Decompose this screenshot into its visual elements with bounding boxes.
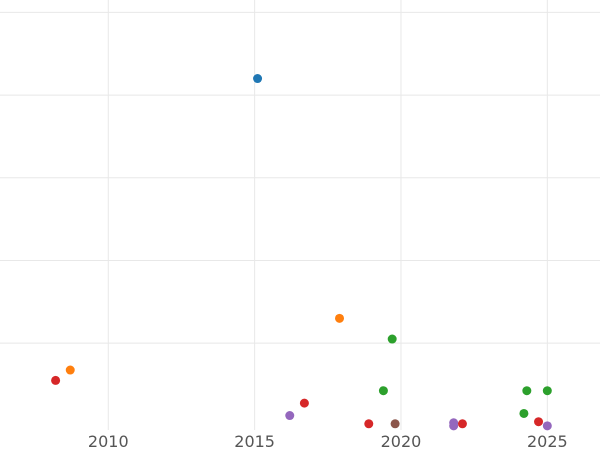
data-point [449, 421, 459, 431]
data-point [390, 419, 400, 429]
data-point [542, 421, 552, 431]
data-point [534, 417, 544, 427]
x-tick-labels: 2010 2015 2020 2025 [88, 432, 568, 450]
x-tick-label: 2020 [381, 432, 422, 450]
data-point [253, 74, 263, 84]
data-point [542, 386, 552, 396]
data-point [457, 419, 467, 429]
data-point [519, 408, 529, 418]
grid-layer [0, 0, 600, 430]
points-layer [51, 74, 552, 431]
x-tick-label: 2010 [88, 432, 129, 450]
data-point [299, 398, 309, 408]
data-point [335, 313, 345, 323]
data-point [51, 375, 61, 385]
data-point [364, 419, 374, 429]
data-point [522, 386, 532, 396]
data-point [387, 334, 397, 344]
x-tick-label: 2025 [527, 432, 568, 450]
data-point [285, 411, 295, 421]
x-tick-label: 2015 [234, 432, 275, 450]
data-point [378, 386, 388, 396]
data-point [65, 365, 75, 375]
